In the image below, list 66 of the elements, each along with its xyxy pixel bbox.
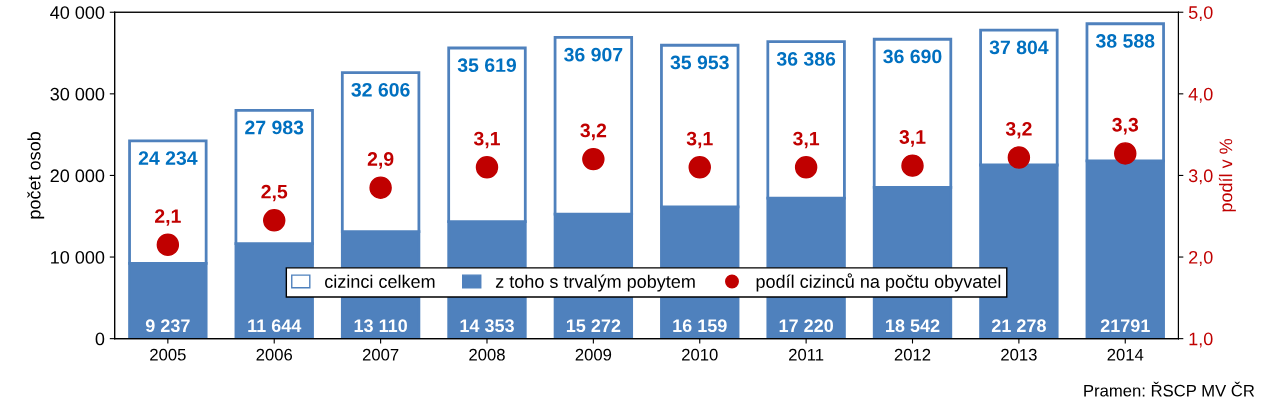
x-tick-label: 2012 [894, 348, 931, 361]
total-label: 36 690 [883, 49, 942, 64]
point [263, 209, 286, 232]
point [1114, 142, 1137, 165]
data-label: 3,1 [793, 131, 820, 149]
y-axis-title: počet osob [27, 132, 45, 219]
data-label: 17 220 [779, 319, 833, 333]
y-tick-label: 0 [95, 332, 105, 346]
total-label: 37 804 [989, 40, 1049, 55]
y2-tick-label: 4,0 [1188, 87, 1213, 103]
data-label: 15 272 [566, 319, 621, 333]
y2-tick-label: 2,0 [1189, 250, 1213, 266]
y2-tick-label: 3,0 [1188, 169, 1213, 185]
data-label: 2,5 [261, 184, 288, 202]
x-tick-label: 2005 [150, 348, 186, 361]
y-tick-label: 30 000 [50, 87, 105, 101]
data-label: 11 644 [248, 319, 302, 333]
point [475, 156, 499, 179]
point [369, 176, 392, 199]
x-tick-label: 2010 [682, 348, 718, 361]
x-tick-label: 2007 [362, 348, 399, 361]
data-label: 3,1 [899, 130, 926, 147]
legend-label: z toho s trvalým pobytem [495, 274, 695, 292]
data-label: 3,2 [1005, 121, 1032, 139]
data-label: 21791 [1100, 319, 1150, 333]
y2-axis-title: podíl v % [1218, 138, 1236, 212]
total-label: 35 953 [670, 55, 729, 70]
data-label: 18 542 [886, 319, 940, 333]
total-label: 24 234 [138, 151, 198, 165]
data-label: 21 278 [991, 319, 1046, 333]
x-tick-label: 2009 [575, 348, 612, 361]
data-label: 3,3 [1112, 117, 1139, 135]
y2-tick-label: 5,0 [1188, 6, 1213, 22]
y-tick-label: 20 000 [50, 169, 105, 183]
y2-tick-label: 1,0 [1189, 332, 1213, 348]
legend-label: podíl cizinců na počtu obyvatel [756, 273, 1001, 292]
point [156, 233, 180, 257]
data-label: 14 353 [460, 319, 514, 333]
point [794, 156, 818, 179]
legend-label: cizinci celkem [325, 274, 435, 288]
x-tick-label: 2013 [1001, 348, 1037, 361]
data-label: 13 110 [354, 319, 407, 333]
x-tick-label: 2014 [1107, 348, 1144, 361]
total-label: 32 606 [351, 82, 410, 97]
data-label: 3,1 [473, 131, 500, 149]
x-tick-label: 2008 [469, 348, 505, 361]
total-label: 36 386 [776, 52, 836, 66]
total-label: 36 907 [564, 47, 623, 62]
total-label: 35 619 [457, 58, 516, 73]
data-label: 9 237 [145, 319, 190, 333]
data-label: 16 159 [673, 319, 727, 333]
total-label: 27 983 [245, 120, 304, 135]
data-label: 3,1 [686, 131, 713, 149]
point [901, 154, 924, 177]
x-tick-label: 2006 [256, 348, 293, 361]
point [688, 156, 711, 179]
point [582, 147, 605, 171]
point [1007, 146, 1031, 169]
total-label: 38 588 [1095, 34, 1155, 48]
x-tick-label: 2011 [789, 348, 824, 361]
data-label: 3,2 [580, 123, 607, 141]
y-tick-label: 40 000 [50, 6, 105, 19]
data-label: 2,9 [367, 152, 394, 169]
text: Pramen: ŘSCP MV ČR [1084, 381, 1255, 397]
data-label: 2,1 [155, 209, 181, 226]
y-tick-label: 10 000 [51, 250, 105, 264]
